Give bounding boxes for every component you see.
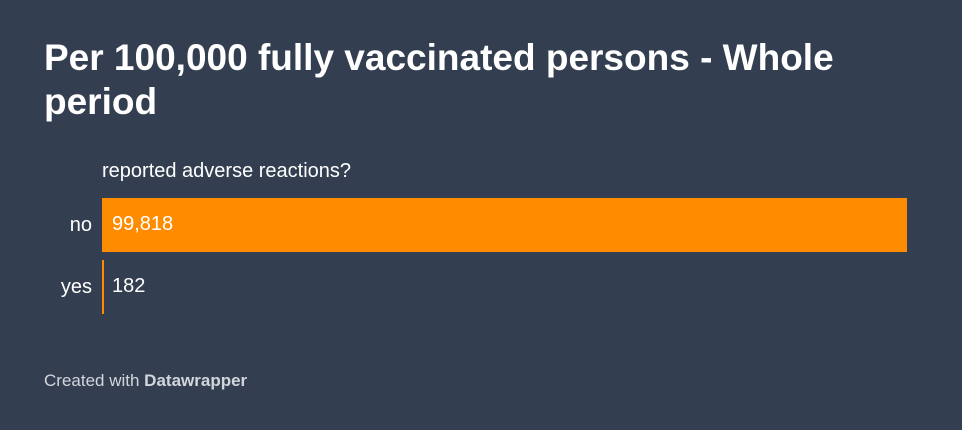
column-header: reported adverse reactions? [102, 160, 352, 182]
bar-value-no: 99,818 [112, 213, 174, 235]
bar-no [102, 198, 907, 252]
footer-brand[interactable]: Datawrapper [144, 371, 248, 390]
chart-title: Per 100,000 fully vaccinated persons - W… [44, 37, 834, 122]
footer-credit[interactable]: Created with Datawrapper [44, 370, 247, 392]
bar-yes [102, 260, 104, 314]
row-label-yes: yes [60, 276, 92, 298]
footer-prefix: Created with [44, 371, 140, 390]
bar-value-yes: 182 [112, 275, 146, 297]
row-label-no: no [69, 214, 92, 236]
